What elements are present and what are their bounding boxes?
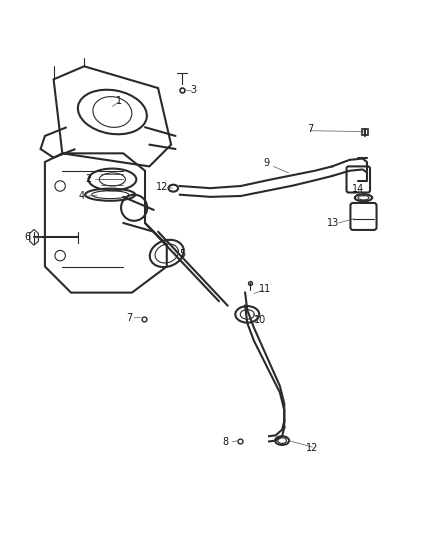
Text: 4: 4 <box>79 191 85 201</box>
Text: 11: 11 <box>258 284 271 294</box>
Text: 10: 10 <box>254 315 266 325</box>
Text: 13: 13 <box>327 218 339 228</box>
Text: 6: 6 <box>25 232 31 243</box>
Text: 7: 7 <box>127 313 133 323</box>
Text: 8: 8 <box>223 437 229 447</box>
Text: 9: 9 <box>264 158 270 168</box>
Text: 1: 1 <box>116 96 122 106</box>
Text: 12: 12 <box>156 182 169 192</box>
Text: 12: 12 <box>307 443 319 454</box>
Text: 7: 7 <box>307 124 314 134</box>
Text: 14: 14 <box>352 184 364 194</box>
Text: 3: 3 <box>190 85 196 95</box>
Text: 2: 2 <box>85 174 92 184</box>
Text: 5: 5 <box>179 249 185 260</box>
